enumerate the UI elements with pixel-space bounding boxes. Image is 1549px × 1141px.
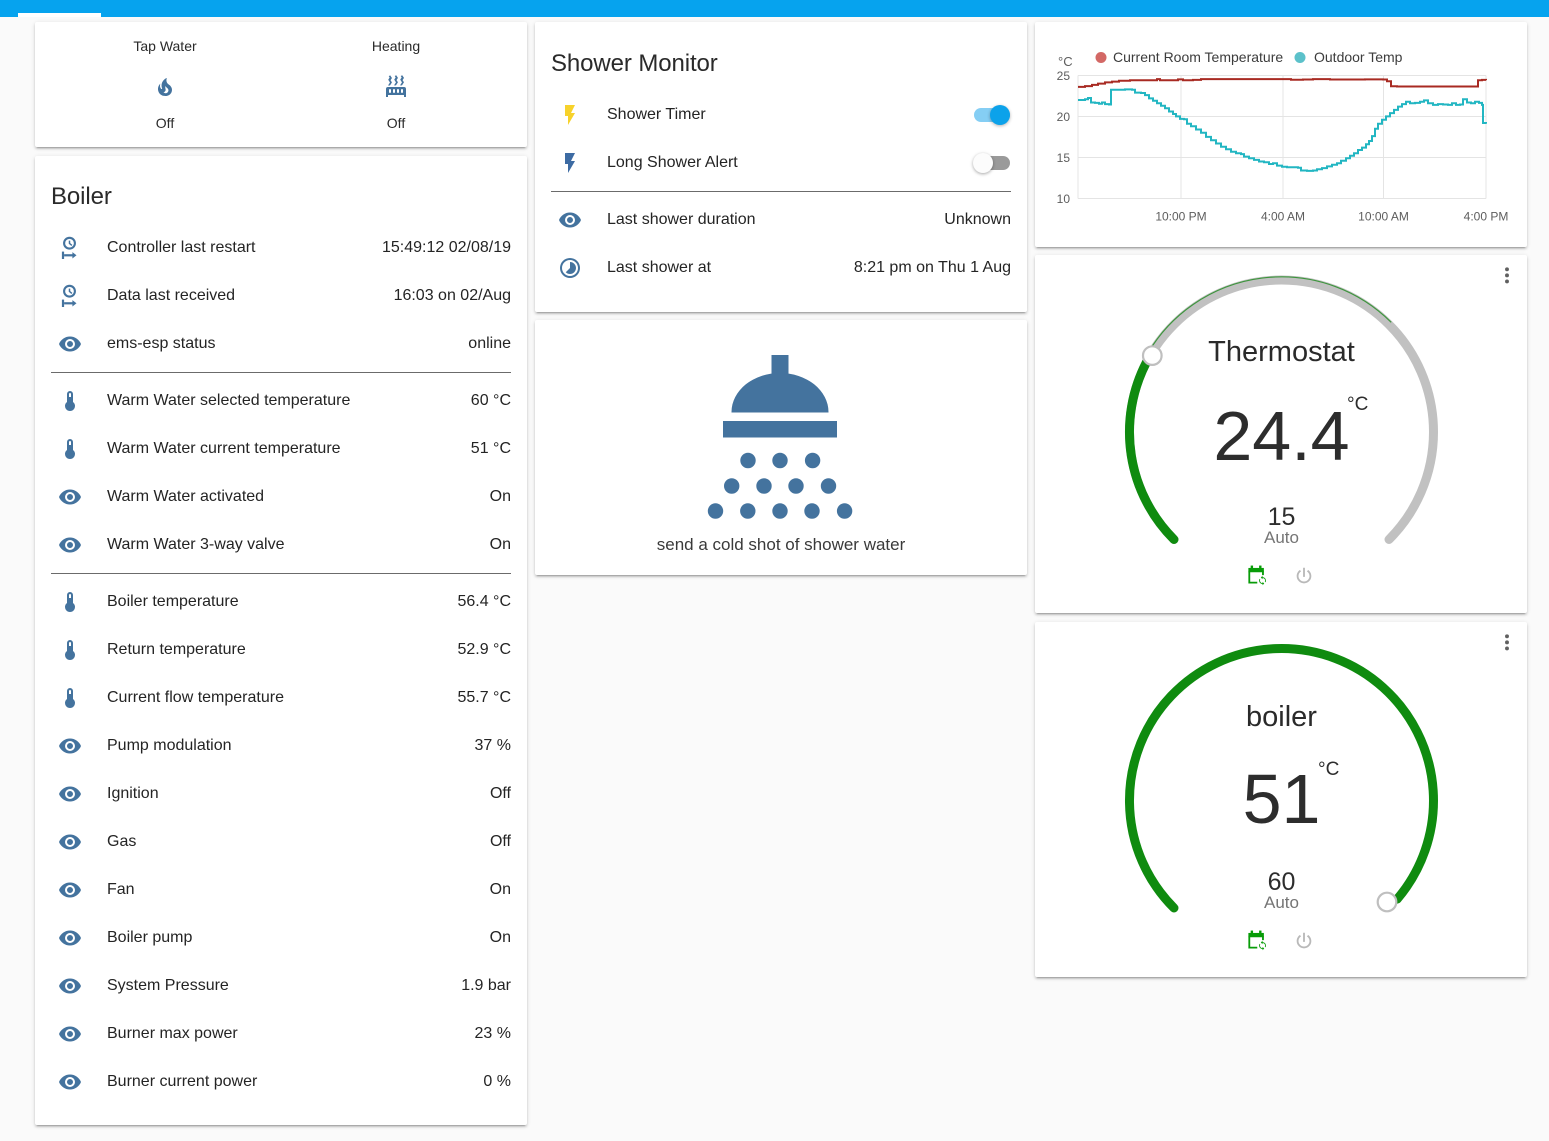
svg-text:4:00 PM: 4:00 PM [1464, 210, 1509, 224]
svg-text:°C: °C [1058, 54, 1073, 69]
svg-text:10: 10 [1057, 192, 1071, 206]
svg-text:10:00 AM: 10:00 AM [1358, 210, 1409, 224]
svg-text:10:00 PM: 10:00 PM [1155, 210, 1206, 224]
svg-text:4:00 AM: 4:00 AM [1261, 210, 1305, 224]
svg-text:Current Room Temperature: Current Room Temperature [1113, 49, 1283, 65]
svg-text:20: 20 [1057, 110, 1071, 124]
svg-text:25: 25 [1057, 69, 1071, 83]
svg-text:15: 15 [1057, 151, 1071, 165]
svg-text:Outdoor Temp: Outdoor Temp [1314, 49, 1403, 65]
